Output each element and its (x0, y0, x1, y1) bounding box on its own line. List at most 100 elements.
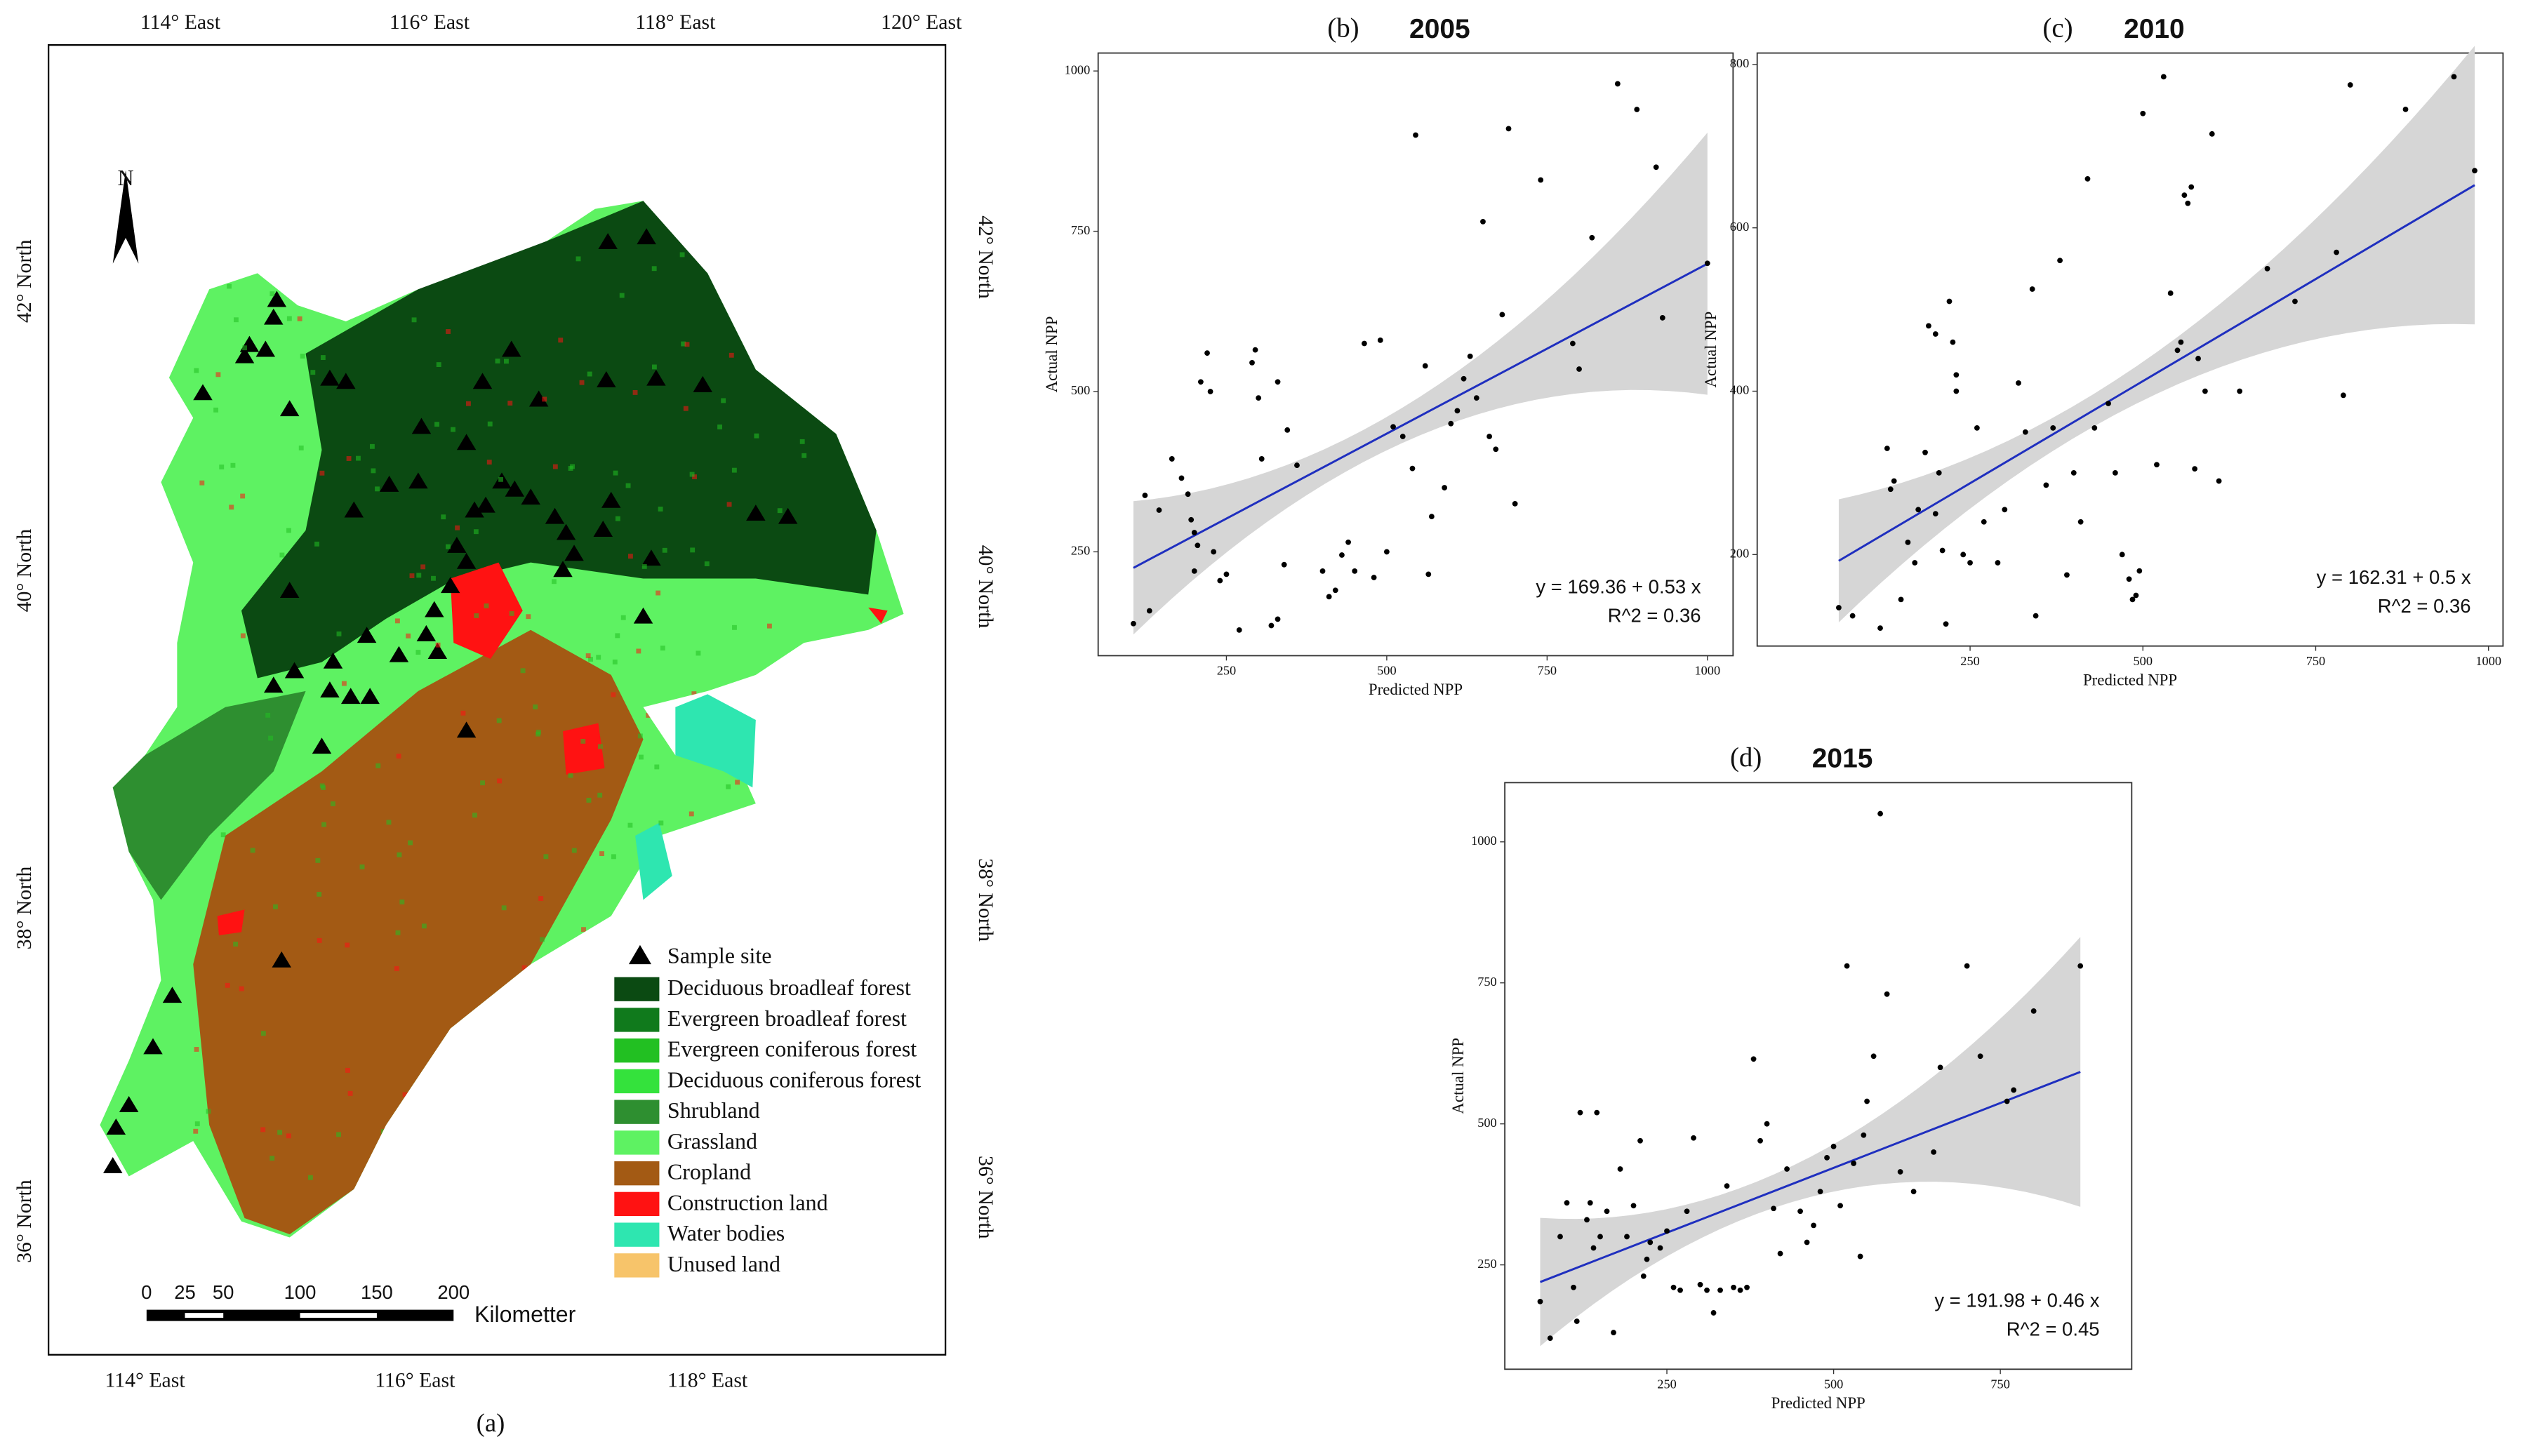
point (2292, 298, 2298, 305)
point (2334, 249, 2339, 255)
land-speckle (651, 266, 657, 272)
land-speckle (345, 942, 350, 948)
land-speckle (620, 615, 626, 620)
point (1926, 323, 1931, 329)
point (2033, 613, 2039, 619)
land-speckle (220, 832, 226, 838)
point (1898, 596, 1904, 603)
land-speckle (435, 642, 441, 648)
point (2057, 258, 2063, 264)
point (1704, 260, 1710, 267)
sample-site (637, 228, 656, 245)
fit-equation: y = 169.36 + 0.53 x (1536, 576, 1701, 598)
land-speckle (386, 820, 392, 825)
land-speckle (268, 735, 274, 741)
point (1657, 1245, 1663, 1251)
point (1717, 1287, 1723, 1293)
point (1960, 552, 1967, 558)
sample-site (357, 627, 377, 643)
point (1617, 1166, 1623, 1172)
point (1577, 1109, 1583, 1116)
sample-site (553, 561, 573, 577)
fit-r2: R^2 = 0.45 (2007, 1318, 2100, 1340)
point (1319, 568, 1326, 574)
land-speckle (341, 681, 347, 686)
land-speckle (692, 474, 697, 479)
land-speckle (227, 283, 232, 289)
land-speckle (732, 625, 737, 630)
legend-label: Deciduous broadleaf forest (667, 975, 911, 1000)
land-speckle (588, 657, 593, 662)
land-speckle (277, 1130, 283, 1135)
land-speckle (579, 380, 585, 385)
land-speckle (731, 467, 737, 473)
y-tick-label: 500 (1477, 1116, 1496, 1130)
land-speckle (286, 1133, 291, 1139)
point (1597, 1234, 1603, 1240)
sample-site (102, 1157, 123, 1173)
point (2451, 74, 2457, 80)
point (1547, 1335, 1553, 1342)
point (2136, 568, 2143, 574)
land-speckle (498, 476, 504, 482)
point (1637, 1137, 1643, 1144)
point (1704, 1287, 1710, 1293)
scale-label: 200 (437, 1281, 470, 1303)
land-speckle (319, 783, 325, 789)
land-speckle (495, 359, 500, 363)
scatter-chart: (c) 2010 250 500 750 1000 200 400 600 800 Predicte… (1702, 13, 2504, 688)
sample-site (501, 340, 521, 357)
land-speckle (359, 864, 365, 869)
point (1589, 234, 1595, 241)
land-speckle (658, 820, 664, 826)
x-tick-label: 250 (1657, 1377, 1676, 1391)
point (1570, 340, 1576, 347)
sample-site (456, 552, 477, 569)
point (1836, 605, 1842, 610)
point (1677, 1287, 1683, 1293)
land-speckle (279, 552, 285, 558)
point (1587, 1200, 1593, 1206)
scale-label: 150 (361, 1281, 393, 1303)
sample-site (564, 545, 584, 561)
point (1946, 298, 1953, 305)
sample-site (284, 662, 305, 679)
point (1574, 1318, 1580, 1324)
land-speckle (487, 421, 493, 427)
land-speckle (585, 653, 591, 658)
land-speckle (496, 718, 502, 723)
sample-site (143, 1038, 163, 1055)
point (2133, 592, 2139, 599)
point (2002, 507, 2008, 513)
point (2264, 266, 2270, 272)
panel-label: (b) (1327, 13, 1359, 43)
land-speckle (455, 525, 460, 530)
land-speckle (409, 573, 415, 578)
point (1884, 446, 1890, 451)
x-axis-label: Predicted NPP (2083, 671, 2177, 688)
point (1870, 1053, 1877, 1060)
land-speckle (336, 631, 342, 636)
land-speckle (619, 293, 625, 298)
point (1964, 963, 1970, 969)
land-speckle (314, 541, 319, 547)
point (2154, 462, 2160, 468)
legend-label: Deciduous coniferous forest (667, 1067, 921, 1092)
land-speckle (766, 623, 772, 629)
point (1830, 1143, 1837, 1149)
land-speckle (321, 822, 326, 827)
point (1188, 516, 1195, 523)
point (1252, 347, 1258, 353)
point (1258, 456, 1265, 462)
point (1493, 446, 1499, 453)
y-axis-label: Actual NPP (1043, 316, 1060, 393)
sample-site (264, 676, 284, 693)
sample-site (255, 340, 276, 357)
land-speckle (570, 464, 575, 469)
sample-site (476, 496, 495, 513)
legend-label: Evergreen coniferous forest (667, 1036, 917, 1062)
point (1659, 315, 1665, 321)
y-axis-label: Actual NPP (1702, 312, 1720, 388)
land-speckle (286, 316, 292, 321)
y-tick-label: 600 (1730, 220, 1749, 234)
